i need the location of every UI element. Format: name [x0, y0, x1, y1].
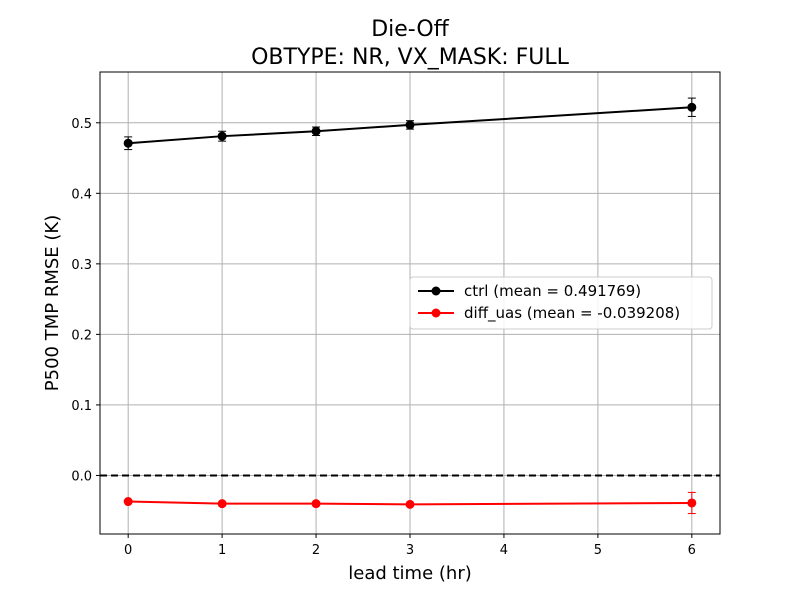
- legend-label: diff_uas (mean = -0.039208): [464, 304, 680, 323]
- data-point: [123, 497, 133, 507]
- series-group: [123, 97, 697, 515]
- legend-label: ctrl (mean = 0.491769): [464, 282, 641, 300]
- y-axis-label: P500 TMP RMSE (K): [42, 215, 63, 391]
- data-point: [123, 138, 133, 148]
- y-tick-label: 0.4: [71, 187, 92, 202]
- x-tick-label: 0: [124, 543, 132, 558]
- x-axis-label: lead time (hr): [348, 563, 472, 584]
- x-axis-ticks: 0 1 2 3 4 5 6: [124, 534, 696, 558]
- data-point: [687, 498, 697, 508]
- chart-subtitle: OBTYPE: NR, VX_MASK: FULL: [251, 45, 570, 70]
- legend-swatch-marker: [431, 286, 441, 296]
- x-tick-label: 6: [688, 543, 696, 558]
- x-tick-label: 1: [218, 543, 226, 558]
- x-tick-label: 2: [312, 543, 320, 558]
- y-tick-label: 0.1: [71, 399, 92, 414]
- data-point: [405, 120, 415, 130]
- y-tick-label: 0.5: [71, 117, 92, 132]
- data-point: [217, 499, 227, 509]
- data-point: [311, 126, 321, 136]
- y-tick-label: 0.2: [71, 328, 92, 343]
- chart-title: Die-Off: [371, 17, 449, 42]
- x-tick-label: 4: [500, 543, 508, 558]
- data-point: [687, 102, 697, 112]
- x-tick-label: 5: [594, 543, 602, 558]
- y-tick-label: 0.0: [71, 469, 92, 484]
- data-point: [217, 131, 227, 141]
- x-tick-label: 3: [406, 543, 414, 558]
- data-point: [405, 499, 415, 509]
- legend-swatch-marker: [431, 308, 441, 318]
- data-point: [311, 499, 321, 509]
- y-axis-ticks: 0.0 0.1 0.2 0.3 0.4 0.5: [71, 117, 100, 484]
- y-tick-label: 0.3: [71, 258, 92, 273]
- legend-box: [409, 276, 713, 330]
- legend: ctrl (mean = 0.491769) diff_uas (mean = -…: [409, 276, 713, 330]
